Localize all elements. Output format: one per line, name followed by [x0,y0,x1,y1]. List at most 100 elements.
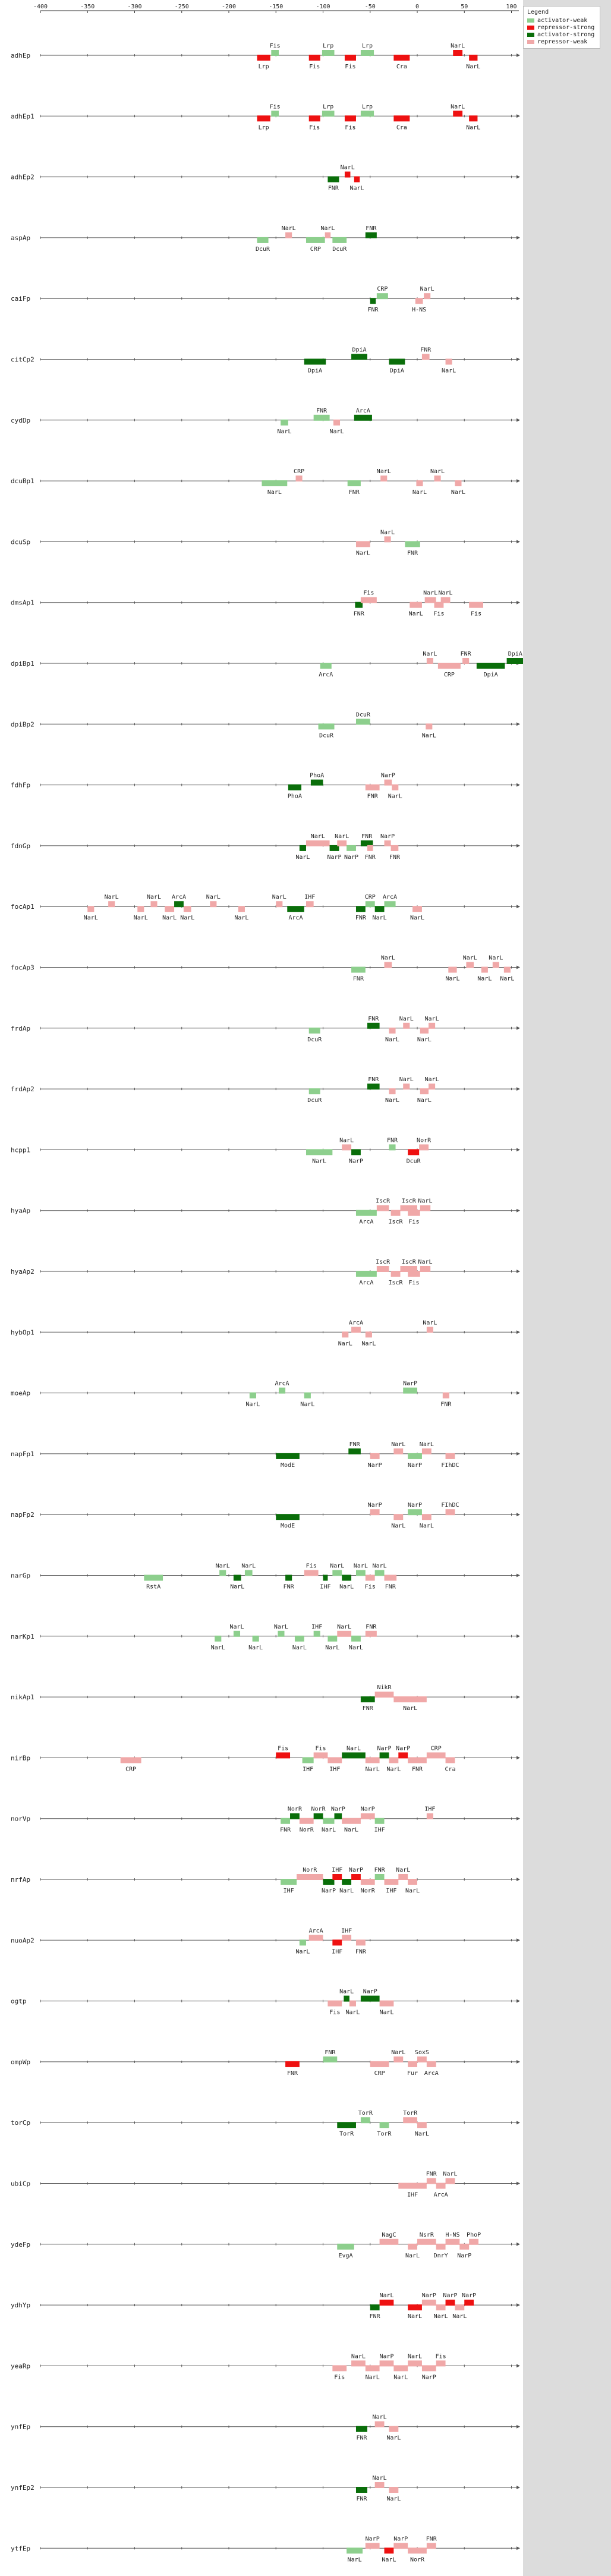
promoter-label: hcpp1 [11,1146,30,1154]
binding-site [370,1509,380,1516]
binding-site-label: NarL [134,915,148,921]
binding-site [120,1757,141,1763]
binding-site-label: NarL [216,1563,230,1570]
promoter-label: hyaAp [11,1207,30,1215]
binding-site [390,1271,401,1277]
binding-site-label: NorR [300,1827,314,1834]
binding-site-label: NarL [322,1827,336,1834]
binding-site [318,723,335,730]
binding-site-label: NarL [443,2171,457,2178]
binding-site-label: PhoA [310,773,324,779]
binding-site [355,1939,366,1946]
binding-site-label: NarL [408,2353,422,2360]
binding-site [285,232,292,238]
binding-site [469,2238,479,2245]
promoter-diagram: -400 -350 -300 -250 -200 -150 -100 -50 0 50 100 adh… [11,4,523,2563]
binding-site-label: NarL [451,103,465,110]
binding-site-label: NarL [180,915,194,921]
binding-site-label: DcuR [356,711,371,718]
binding-site-label: NarL [366,1766,380,1772]
axis-arrow [516,1634,520,1638]
binding-site-label: CRP [310,246,321,253]
binding-site [337,2122,356,2128]
binding-site-label: NarP [379,2353,393,2360]
binding-site [137,906,144,912]
binding-site-label: CRP [444,672,455,678]
binding-site [342,1752,366,1759]
scale-tick-label: 100 [506,4,516,10]
binding-site-label: ArcA [356,408,370,414]
binding-site-label: NarL [388,793,402,800]
axis-arrow [516,1695,520,1699]
binding-site-label: NarL [452,2313,467,2320]
binding-site-label: Fis [365,1584,376,1591]
axis-arrow [516,783,520,787]
binding-site [408,1453,422,1459]
binding-site [408,2243,417,2250]
binding-site [455,480,462,487]
binding-site [384,962,392,968]
binding-site-label: NarL [105,894,119,900]
binding-site-label: FNR [426,2171,437,2178]
binding-site [412,906,422,912]
binding-site [403,2117,417,2124]
binding-site-label: NarL [292,1645,307,1651]
promoter-label: caiFp [11,295,30,303]
binding-site [306,901,314,908]
binding-site [349,2000,356,2007]
binding-site [445,2238,460,2245]
binding-site-label: ArcA [319,672,333,678]
binding-site [332,1570,342,1576]
binding-site-label: ArcA [424,2070,439,2077]
binding-site [308,55,320,61]
binding-site-label: NarL [211,1645,225,1651]
binding-site-label: NarL [354,1563,368,1570]
axis-arrow [516,2121,520,2125]
binding-site [429,1084,436,1090]
promoter-label: focAp3 [11,964,34,972]
binding-site [304,358,326,365]
binding-site [210,901,217,908]
promoter-label: hybOp1 [11,1328,34,1336]
binding-site-label: PhoA [288,793,302,800]
binding-site-label: NarP [344,854,358,861]
binding-site [304,1392,311,1399]
binding-site-label: DcuR [307,1097,322,1104]
binding-site [323,1818,335,1824]
binding-site [419,1144,429,1151]
binding-site-label: FNR [361,833,373,840]
binding-site-label: Fis [270,43,281,49]
promoter-label: cydDp [11,417,30,424]
binding-site-label: FNR [412,1766,423,1772]
binding-site [325,232,331,238]
binding-site [379,2360,394,2367]
promoter-label: napFp1 [11,1450,34,1458]
binding-site-label: FNR [387,1137,398,1144]
binding-site-label: Fis [329,2010,340,2016]
axis-arrow [516,2486,520,2489]
binding-site [466,962,474,968]
binding-site [420,1027,429,1034]
binding-site-label: NarL [229,1624,244,1630]
binding-site [408,1149,420,1155]
binding-site [448,966,457,973]
binding-site-label: NarL [415,2131,429,2137]
binding-site [393,1448,404,1454]
binding-site [405,541,420,547]
binding-site-label: IscR [402,1198,417,1205]
binding-site [322,50,335,56]
binding-site [453,111,463,117]
binding-site [384,536,391,543]
binding-site-label: CRP [374,2070,385,2077]
binding-site [355,1271,377,1277]
promoter-label: adhEp [11,52,30,59]
binding-site [215,1635,222,1642]
binding-site [398,1752,408,1759]
binding-site-label: NarL [445,976,459,982]
axis-arrow [516,1999,520,2003]
binding-site-label: Fis [408,1280,419,1286]
binding-site [308,1027,320,1034]
binding-site-label: NarL [377,468,391,475]
promoter-label: hyaAp2 [11,1268,34,1276]
binding-site-label: NarP [349,1867,363,1873]
